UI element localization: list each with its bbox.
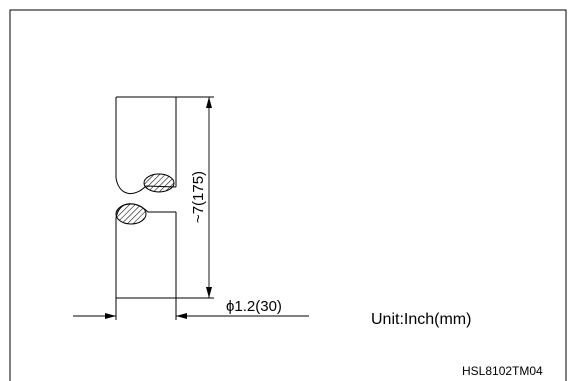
- diameter-arrow-right: [176, 313, 187, 319]
- upper-section-hatch: [143, 173, 175, 193]
- length-arrow-top: [206, 97, 212, 108]
- diameter-dimension-label: ϕ1.2(30): [226, 298, 282, 315]
- figure-code: HSL8102TM04: [462, 364, 543, 378]
- lower-section-hatch: [115, 203, 147, 225]
- length-dimension-label: ~7(175): [190, 171, 207, 223]
- unit-note: Unit:Inch(mm): [371, 311, 471, 328]
- rod-body: [115, 96, 177, 320]
- drawing-frame: [9, 9, 567, 381]
- length-dimension: ~7(175): [176, 96, 214, 299]
- length-arrow-bottom: [206, 287, 212, 298]
- diameter-arrow-left: [105, 313, 116, 319]
- diameter-dimension: ϕ1.2(30): [73, 298, 309, 319]
